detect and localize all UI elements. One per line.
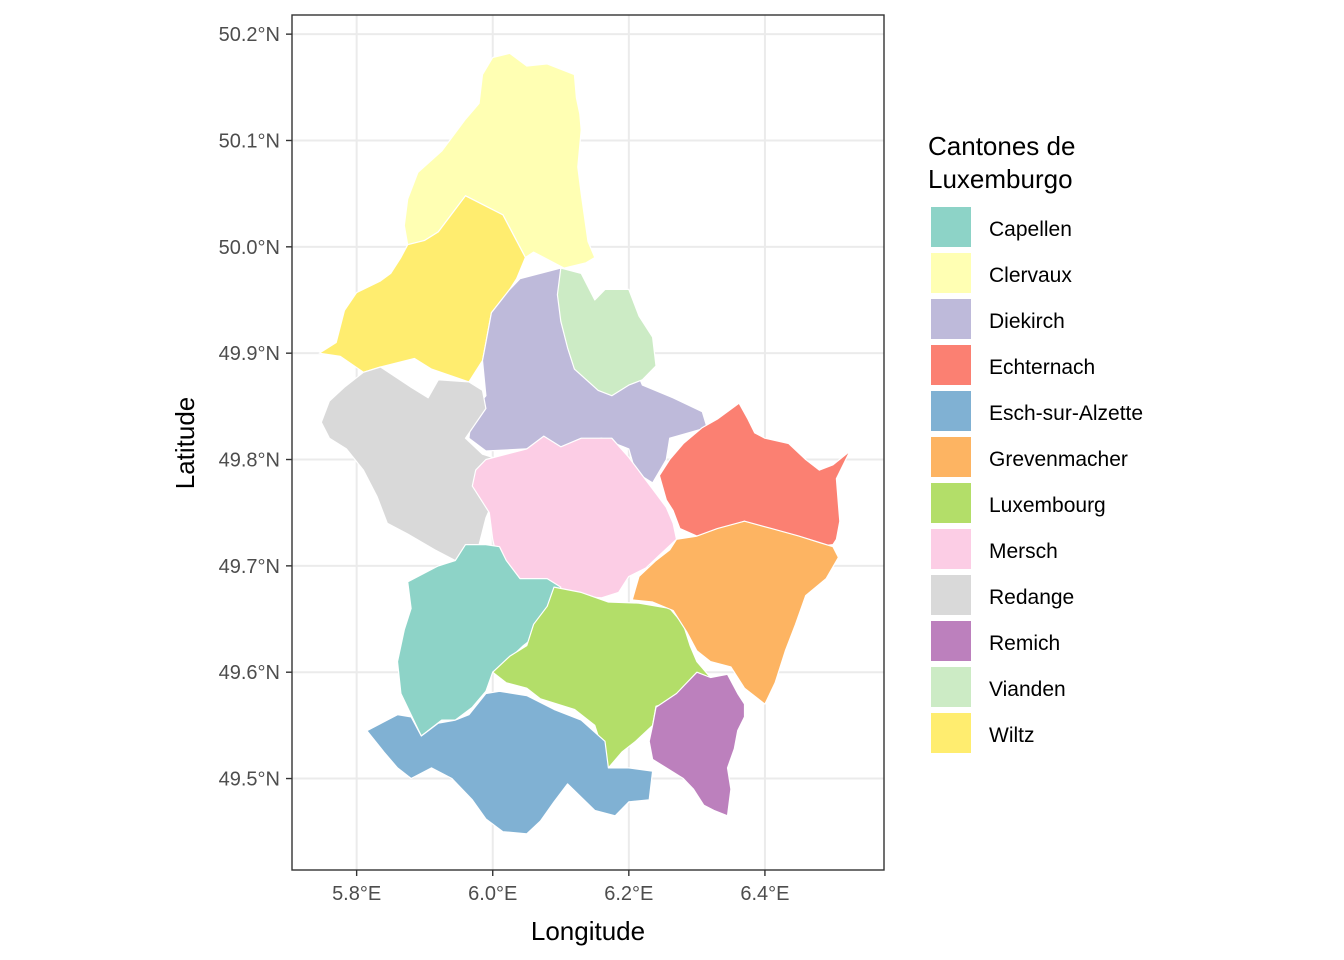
legend-swatch-luxembourg — [931, 483, 971, 523]
legend-label-mersch: Mersch — [989, 540, 1058, 563]
y-tick-label: 49.6°N — [219, 662, 280, 684]
x-tick-label: 6.2°E — [604, 883, 653, 905]
canton-vianden — [556, 267, 657, 397]
y-tick-label: 49.9°N — [219, 343, 280, 365]
legend-label-redange: Redange — [989, 586, 1074, 609]
legend-label-esch-sur-alzette: Esch-sur-Alzette — [989, 402, 1143, 425]
canton-polygons — [318, 52, 851, 835]
legend-swatch-wiltz — [931, 713, 971, 753]
y-tick-label: 50.2°N — [219, 24, 280, 46]
legend-title-line-1: Cantones de — [928, 131, 1075, 161]
legend-label-diekirch: Diekirch — [989, 310, 1065, 333]
canton-echternach — [658, 402, 851, 548]
legend-label-echternach: Echternach — [989, 356, 1095, 379]
x-tick-label: 6.0°E — [468, 883, 517, 905]
legend-swatch-clervaux — [931, 253, 971, 293]
legend-swatch-diekirch — [931, 299, 971, 339]
legend-label-remich: Remich — [989, 632, 1060, 655]
x-tick-label: 5.8°E — [332, 883, 381, 905]
legend-label-capellen: Capellen — [989, 218, 1072, 241]
canton-remich — [648, 671, 746, 817]
legend-title-line-2: Luxemburgo — [928, 164, 1073, 194]
legend-label-clervaux: Clervaux — [989, 264, 1072, 287]
y-tick-label: 50.1°N — [219, 130, 280, 152]
y-tick-label: 49.7°N — [219, 556, 280, 578]
x-tick-label: 6.4°E — [740, 883, 789, 905]
legend-label-vianden: Vianden — [989, 678, 1066, 701]
x-axis-title: Longitude — [531, 916, 645, 946]
plot-panel-border — [291, 14, 885, 871]
y-axis-ticks: 50.2°N 50.1°N 50.0°N 49.9°N 49.8°N 49.7°N 49.6… — [219, 24, 292, 791]
legend: Cantones de Luxemburgo Capellen Clervaux D… — [928, 131, 1143, 753]
y-axis-title: Latitude — [170, 397, 200, 490]
legend-swatch-grevenmacher — [931, 437, 971, 477]
legend-swatch-echternach — [931, 345, 971, 385]
canton-mersch — [471, 435, 678, 599]
legend-label-luxembourg: Luxembourg — [989, 494, 1106, 517]
legend-swatch-remich — [931, 621, 971, 661]
legend-swatch-capellen — [931, 207, 971, 247]
legend-swatch-vianden — [931, 667, 971, 707]
canton-grevenmacher — [631, 520, 840, 705]
y-tick-label: 50.0°N — [219, 237, 280, 259]
legend-swatch-redange — [931, 575, 971, 615]
y-tick-label: 49.8°N — [219, 450, 280, 472]
canton-esch-sur-alzette — [366, 690, 654, 835]
legend-label-grevenmacher: Grevenmacher — [989, 448, 1128, 471]
legend-swatch-mersch — [931, 529, 971, 569]
y-tick-label: 49.5°N — [219, 769, 280, 791]
x-axis-ticks: 5.8°E 6.0°E 6.2°E 6.4°E — [332, 870, 789, 905]
legend-label-wiltz: Wiltz — [989, 724, 1035, 747]
canton-redange — [320, 366, 501, 562]
legend-swatch-esch-sur-alzette — [931, 391, 971, 431]
legend-items: Capellen Clervaux Diekirch Echternach Esch-s… — [931, 207, 1143, 753]
